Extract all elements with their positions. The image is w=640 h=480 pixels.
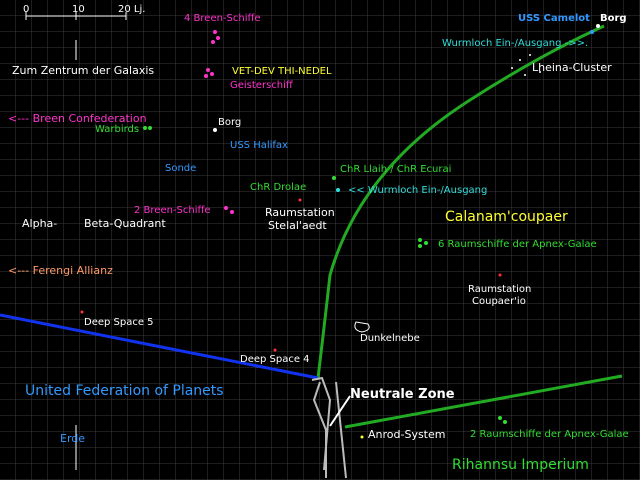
label: Zum Zentrum der Galaxis	[12, 64, 154, 77]
label: ChR Drolae	[250, 182, 306, 193]
label: <--- Ferengi Allianz	[8, 264, 113, 277]
label: 2 Breen-Schiffe	[134, 205, 211, 216]
scale-label: 20 Lj.	[118, 4, 145, 15]
label: Geisterschiff	[230, 80, 294, 91]
label: Deep Space 4	[240, 354, 310, 365]
label: Dunkelnebe	[360, 333, 420, 344]
label: Anrod-System	[368, 428, 445, 441]
markers	[80, 24, 600, 439]
label: Stelal'aedt	[268, 219, 327, 232]
label: USS Camelot	[518, 13, 590, 24]
label: << Wurmloch Ein-/Ausgang	[348, 185, 487, 196]
label: Borg	[218, 117, 241, 128]
label: Warbirds	[95, 124, 139, 135]
label: ChR Llaih / ChR Ecurai	[340, 164, 451, 175]
label: Deep Space 5	[84, 317, 154, 328]
label: Raumstation	[468, 284, 531, 295]
scale-label: 10	[72, 4, 85, 15]
label: 6 Raumschiffe der Apnex-Galae	[438, 239, 597, 250]
scale-bar	[25, 12, 127, 470]
label: Beta-Quadrant	[84, 217, 166, 230]
label: Calanam'coupaer	[445, 209, 568, 225]
label: Coupaer'io	[472, 296, 526, 307]
label: Rihannsu Imperium	[452, 457, 589, 473]
label: <--- Breen Confederation	[8, 112, 147, 125]
label: Sonde	[165, 163, 196, 174]
label: Lheina-Cluster	[532, 61, 612, 74]
label: Raumstation	[265, 206, 335, 219]
label: Borg	[600, 13, 627, 24]
label: USS Halifax	[230, 140, 288, 151]
label: VET-DEV THI-NEDEL	[232, 66, 332, 77]
label: 4 Breen-Schiffe	[184, 13, 261, 24]
label: Alpha-	[22, 217, 57, 230]
label: Erde	[60, 432, 85, 445]
borders	[0, 24, 623, 479]
label: 2 Raumschiffe der Apnex-Galae	[470, 429, 629, 440]
scale-label: 0	[23, 4, 29, 15]
label: United Federation of Planets	[25, 383, 224, 399]
label: Neutrale Zone	[350, 387, 455, 402]
label: Wurmloch Ein-/Ausgang ->>.	[442, 38, 588, 49]
